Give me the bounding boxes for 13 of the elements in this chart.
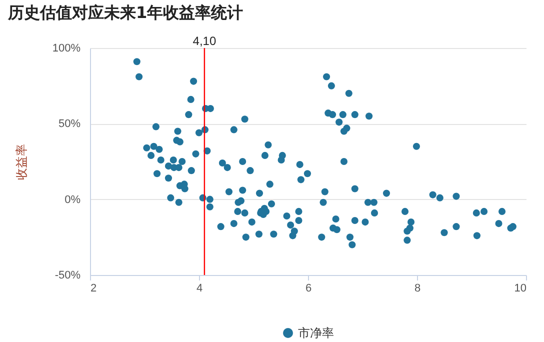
x-tick-label: 6 [305,282,312,294]
y-tick-label: -50% [54,270,81,282]
ref-line-label: 4,10 [192,34,216,48]
y-tick-label: 50% [58,118,81,130]
chart-title: 历史估值对应未来1年收益率统计 [8,3,244,24]
y-tick-label: 0% [64,194,81,206]
x-tick-label: 4 [196,282,203,294]
legend-label: 市净率 [298,326,334,340]
y-tick-label: 100% [52,42,81,54]
x-tick-label: 8 [414,282,421,294]
y-axis-title: 收益率 [14,144,28,180]
x-tick-label: 10 [514,282,526,294]
x-tick-label: 2 [90,282,97,294]
